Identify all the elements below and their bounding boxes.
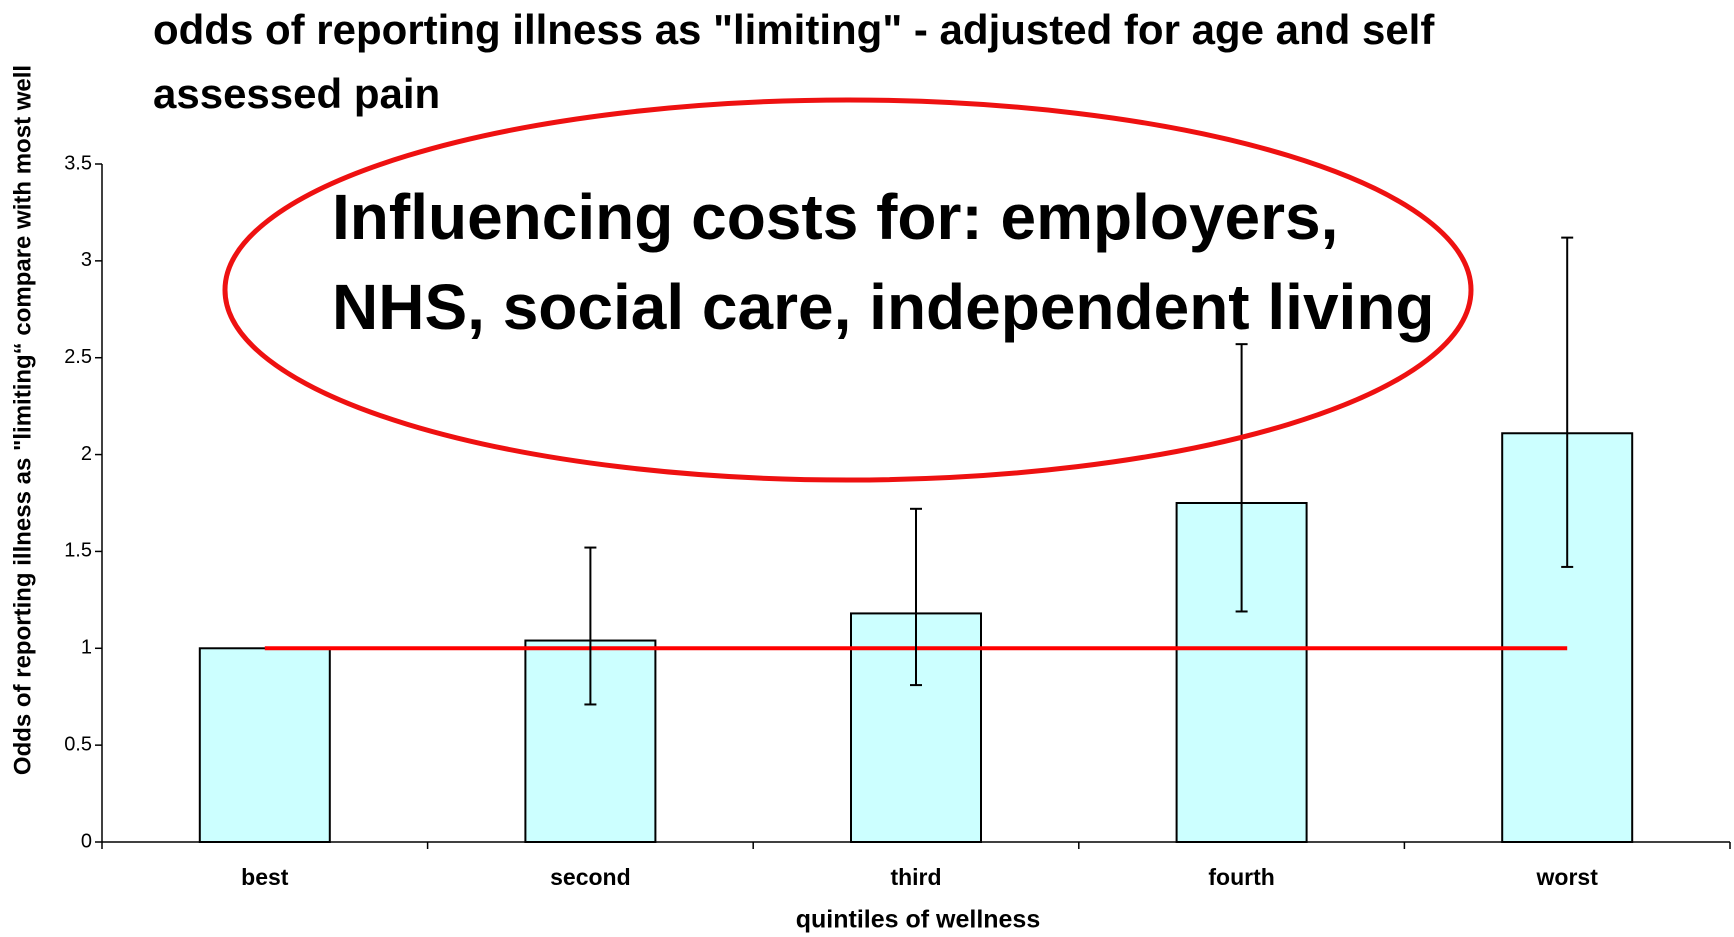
- y-axis-label: Odds of reporting illness as "limiting“ …: [9, 65, 36, 775]
- y-tick-label: 3.5: [64, 152, 92, 174]
- bar: [198, 647, 331, 843]
- y-tick-label: 3: [81, 249, 92, 271]
- y-tick-label: 1.5: [64, 540, 92, 562]
- x-tick-label: third: [890, 864, 941, 890]
- x-tick-label: second: [550, 864, 631, 890]
- y-tick-label: 2.5: [64, 346, 92, 368]
- bar: [1175, 502, 1308, 843]
- annotation-ellipse: [222, 97, 1474, 483]
- x-tick-label: fourth: [1208, 864, 1274, 890]
- chart-title: assessed pain: [153, 70, 440, 117]
- annotation: Influencing costs for: employers,: [332, 181, 1338, 253]
- x-tick-label: worst: [1536, 864, 1599, 890]
- annotation: NHS, social care, independent living: [332, 271, 1435, 343]
- bar: [524, 639, 657, 844]
- y-tick-label: 2: [81, 443, 92, 465]
- y-tick-label: 0.5: [64, 733, 92, 755]
- x-tick-label: best: [241, 864, 289, 890]
- chart-title: odds of reporting illness as "limiting" …: [153, 6, 1435, 53]
- x-axis-label: quintiles of wellness: [796, 906, 1041, 934]
- y-tick-label: 0: [81, 830, 92, 852]
- y-tick-label: 1: [81, 637, 92, 659]
